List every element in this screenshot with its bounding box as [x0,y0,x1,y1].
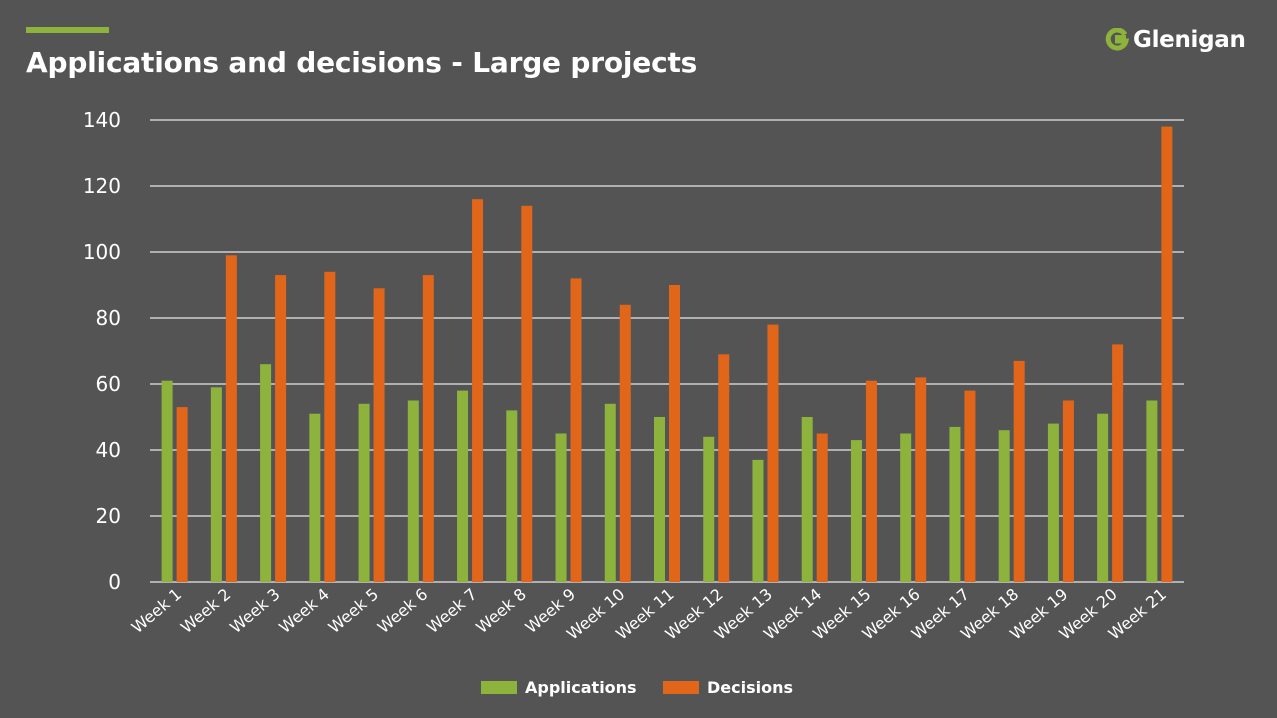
bar-decisions [521,205,533,583]
bar-decisions [225,255,237,583]
bar-decisions [964,390,976,582]
bar-applications [1097,413,1109,582]
bar-decisions [570,278,582,582]
bar-decisions [324,271,336,582]
y-tick-label: 40 [96,438,121,462]
bar-decisions [669,285,680,582]
bar-applications [555,433,567,582]
bar-applications [161,380,173,582]
bar-decisions [718,354,730,582]
y-tick-label: 80 [96,306,121,330]
bar-decisions [865,380,877,582]
bar-decisions [1013,360,1025,582]
bar-applications [998,430,1010,582]
bar-decisions [619,304,631,582]
bar-decisions [1062,400,1074,582]
legend-label-decisions: Decisions [707,678,794,697]
bars [161,126,1173,583]
y-tick-label: 140 [83,108,121,132]
bar-applications [358,403,370,582]
glenigan-g-icon [1105,28,1129,51]
glenigan-logo: Glenigan [1105,26,1246,54]
accent-bar [26,27,109,33]
legend-label-applications: Applications [525,678,637,697]
x-tick-label: Week 7 [423,585,480,638]
bar-decisions [176,407,188,582]
legend-item-applications: Applications [481,678,637,697]
y-tick-label: 100 [83,240,121,264]
bar-applications [506,410,518,582]
bar-applications [900,433,912,582]
x-tick-label: Week 4 [275,585,332,638]
bar-decisions [1161,126,1173,582]
x-tick-label: Week 6 [374,585,431,638]
bar-applications [850,440,862,582]
bar-applications [752,459,764,582]
bar-applications [703,436,715,582]
legend-swatch-applications [481,681,517,694]
y-tick-label: 60 [96,372,121,396]
bar-applications [457,390,469,582]
x-tick-label: Week 5 [325,585,382,638]
bar-applications [407,400,419,582]
legend-item-decisions: Decisions [663,678,793,697]
bar-decisions [275,275,287,582]
bar-applications [801,417,813,582]
bar-decisions [1112,344,1124,582]
x-tick-label: Week 8 [472,585,529,638]
bar-applications [1047,423,1059,582]
bar-decisions [373,288,385,582]
bar-applications [260,364,272,582]
y-tick-label: 20 [96,504,121,528]
bar-applications [309,413,321,582]
bar-applications [949,426,961,582]
y-tick-label: 0 [108,570,121,594]
legend-swatch-decisions [663,681,699,694]
logo-text: Glenigan [1133,27,1246,53]
x-tick-label: Week 2 [177,585,234,638]
gridlines [150,119,1184,583]
legend: Applications Decisions [0,678,1277,700]
page-title: Applications and decisions - Large proje… [26,46,698,79]
bar-decisions [816,433,828,582]
bar-decisions [422,275,434,582]
bar-decisions [767,324,779,582]
bar-applications [1146,400,1158,582]
y-axis-ticks: 0 20 40 60 80 100 120 140 [83,108,121,594]
bar-applications [210,387,222,582]
x-tick-label: Week 1 [128,585,185,638]
bar-applications [654,417,665,582]
x-tick-label: Week 3 [226,585,283,638]
bar-decisions [915,377,927,582]
bar-applications [604,403,616,582]
bar-decisions [472,199,484,582]
y-tick-label: 120 [83,174,121,198]
